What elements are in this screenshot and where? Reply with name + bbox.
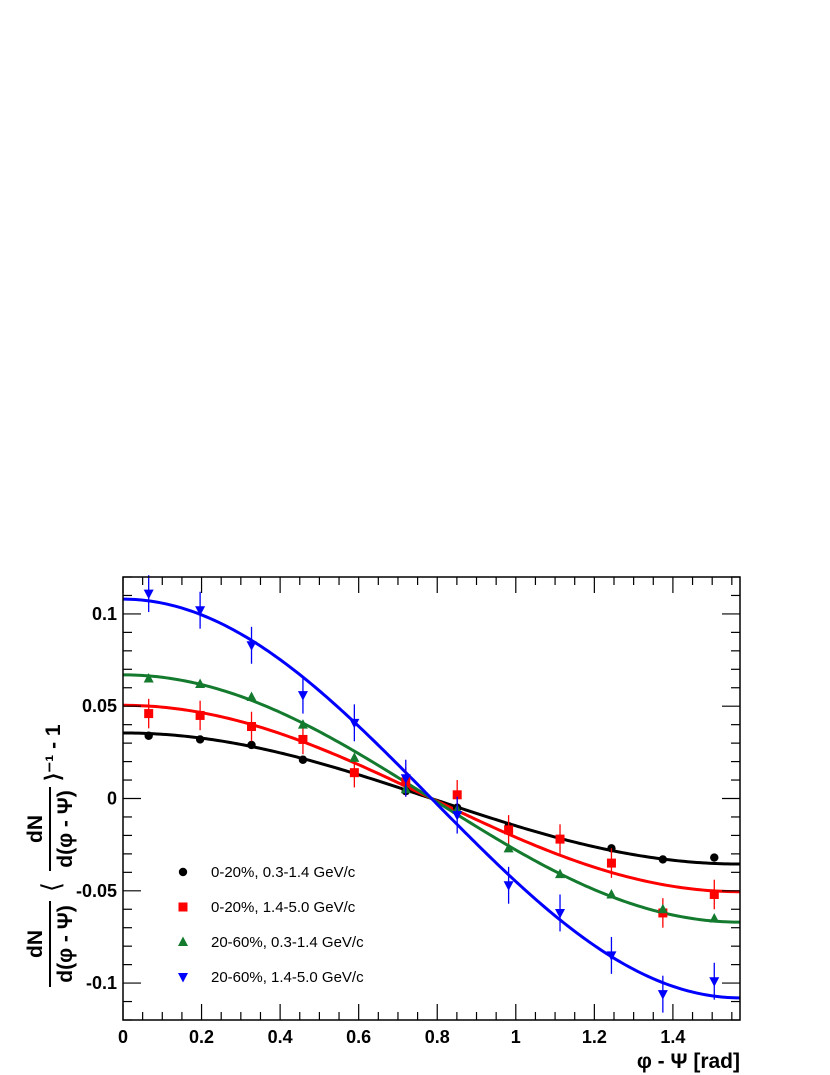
data-point	[178, 936, 188, 946]
x-axis-title: φ - Ψ [rad]	[637, 1050, 740, 1073]
data-point	[195, 606, 206, 616]
data-point	[555, 908, 566, 919]
data-point	[247, 740, 256, 750]
y-title-open-bracket: ⟨	[36, 882, 66, 892]
x-tick-label: 0.6	[346, 1027, 371, 1047]
data-point	[709, 912, 720, 923]
data-point	[452, 811, 463, 821]
data-point	[349, 752, 360, 762]
data-point	[503, 842, 514, 853]
data-point	[144, 709, 154, 719]
x-tick-label: 1.2	[582, 1027, 607, 1047]
data-point	[143, 673, 154, 683]
fit-curve	[122, 597, 741, 1000]
data-point	[606, 858, 616, 868]
y-title-suffix: ⟩⁻¹ - 1	[42, 724, 65, 781]
data-point	[710, 853, 719, 862]
data-point	[195, 735, 205, 744]
x-tick-label: 1	[511, 1027, 521, 1047]
legend-label: 20-60%, 0.3-1.4 GeV/c	[211, 934, 364, 951]
y-tick-label: 0.05	[82, 696, 117, 716]
y-tick-label: 0	[107, 789, 117, 809]
data-point	[555, 868, 566, 879]
data-point	[657, 903, 668, 914]
y-tick-label: -0.05	[76, 881, 117, 901]
legend: 0-20%, 0.3-1.4 GeV/c 0-20%, 1.4-5.0 GeV/c…	[178, 864, 364, 986]
data-point	[144, 731, 153, 740]
data-point	[298, 734, 308, 744]
data-point	[178, 867, 188, 877]
data-point	[349, 768, 359, 778]
data-point	[349, 718, 360, 729]
data-point	[247, 722, 257, 732]
data-point	[555, 834, 565, 844]
y-title-bracket-numerator: dN	[24, 815, 47, 843]
legend-label: 0-20%, 1.4-5.0 GeV/c	[211, 899, 356, 916]
x-tick-label: 0.8	[425, 1027, 450, 1047]
y-axis-title: dN d(φ - Ψ) ⟨ dN d(φ - Ψ) ⟩⁻¹ - 1	[24, 724, 77, 987]
data-point	[503, 881, 514, 891]
data-point	[297, 691, 308, 701]
y-title-bracket-denominator: d(φ - Ψ)	[54, 790, 77, 868]
y-title-numerator: dN	[24, 930, 47, 958]
data-point	[504, 825, 514, 835]
x-tick-label: 0.4	[268, 1027, 293, 1047]
data-point	[709, 977, 720, 987]
data-point	[246, 691, 257, 701]
data-point	[297, 719, 308, 729]
legend-label: 0-20%, 0.3-1.4 GeV/c	[211, 864, 356, 881]
data-point	[658, 855, 668, 864]
fit-curves	[122, 597, 741, 1000]
data-points	[143, 575, 720, 1013]
data-point	[178, 902, 188, 912]
data-point	[143, 589, 154, 600]
data-point	[709, 889, 719, 899]
data-point	[400, 774, 411, 784]
data-point	[657, 990, 668, 1000]
legend-label: 20-60%, 1.4-5.0 GeV/c	[211, 969, 364, 986]
y-title-denominator: d(φ - Ψ)	[54, 905, 77, 983]
data-point	[606, 951, 617, 961]
data-point	[178, 973, 188, 983]
data-point	[606, 888, 617, 899]
data-point	[195, 710, 205, 720]
y-tick-label: 0.1	[92, 604, 117, 624]
axes: 0 0.2 0.4 0.6 0.8 1 1.2 1.4 -0.1 -0.05 0 0.05 0.1	[76, 576, 741, 1047]
x-tick-label: 0	[118, 1027, 128, 1047]
x-tick-label: 0.2	[189, 1027, 214, 1047]
data-point	[246, 641, 257, 651]
data-point	[195, 678, 206, 689]
y-tick-label: -0.1	[86, 973, 117, 993]
data-point	[452, 790, 462, 800]
data-point	[298, 755, 308, 764]
x-tick-label: 1.4	[660, 1027, 685, 1047]
